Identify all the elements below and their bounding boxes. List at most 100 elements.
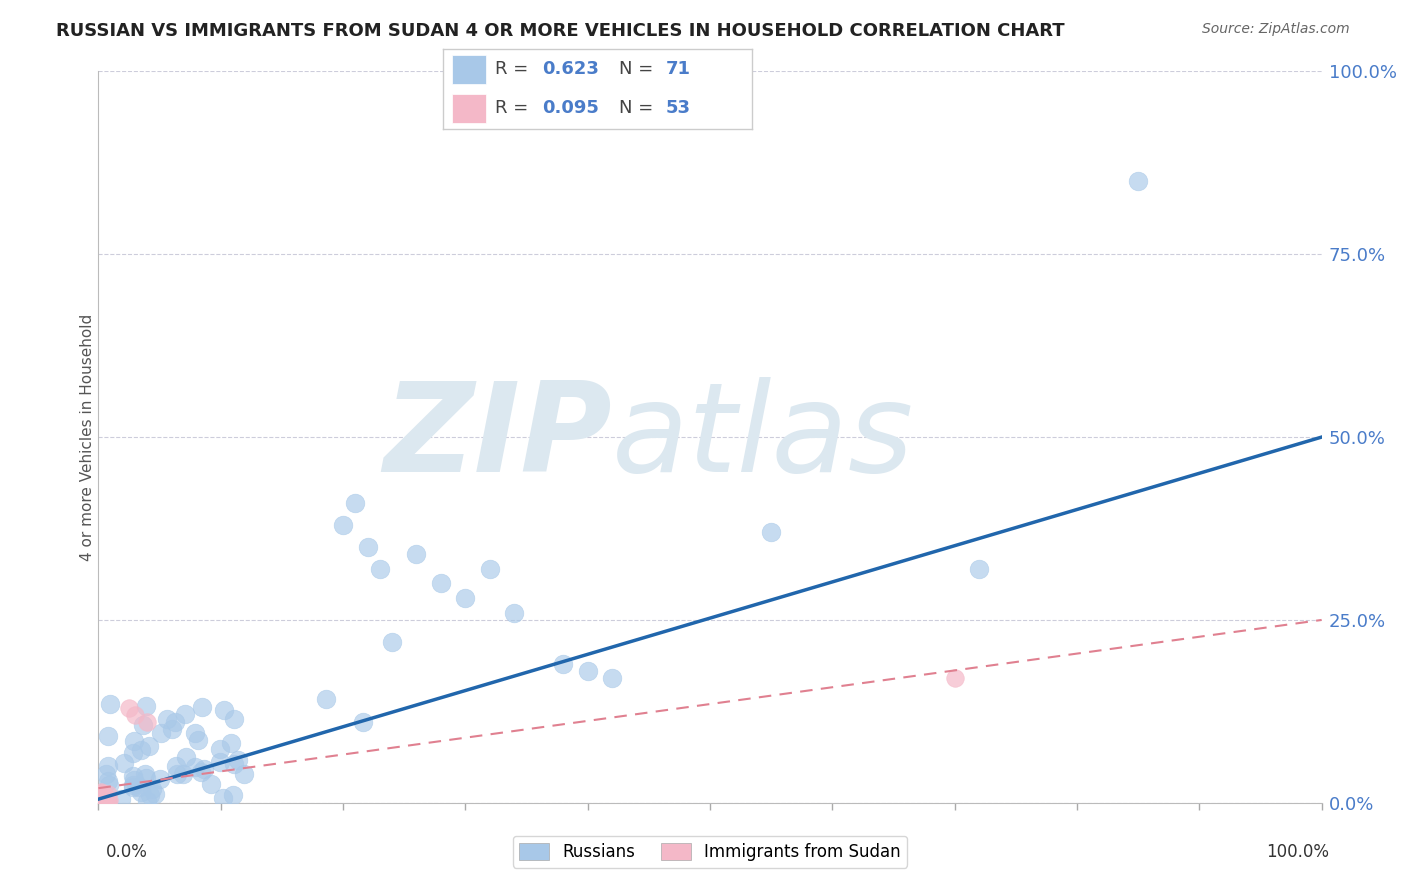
Point: [89, 795, 111, 809]
Point: [91, 795, 114, 809]
Y-axis label: 4 or more Vehicles in Household: 4 or more Vehicles in Household: [80, 313, 94, 561]
Point: [93, 795, 115, 809]
Point: [100, 697, 122, 711]
Point: [87, 792, 110, 806]
Point: [122, 773, 145, 788]
Point: [89, 792, 111, 806]
Point: [226, 753, 249, 767]
Text: 0.623: 0.623: [541, 60, 599, 78]
Point: [90, 787, 112, 801]
Point: [122, 780, 145, 795]
Point: [93, 794, 115, 808]
Point: [129, 743, 152, 757]
Point: [90, 789, 112, 804]
Text: Source: ZipAtlas.com: Source: ZipAtlas.com: [1202, 22, 1350, 37]
Point: [454, 591, 477, 605]
Point: [576, 664, 599, 678]
Point: [553, 657, 575, 671]
Point: [600, 672, 623, 686]
Point: [190, 765, 212, 780]
Point: [232, 767, 254, 781]
Point: [184, 760, 207, 774]
Point: [138, 739, 160, 753]
Point: [89, 789, 111, 804]
Point: [90, 790, 112, 805]
Point: [172, 766, 194, 780]
Point: [344, 496, 367, 510]
Point: [200, 776, 222, 790]
Point: [222, 713, 245, 727]
Text: 0.095: 0.095: [541, 100, 599, 118]
Legend: Russians, Immigrants from Sudan: Russians, Immigrants from Sudan: [513, 836, 907, 868]
Point: [221, 788, 243, 802]
Point: [136, 715, 159, 730]
Point: [89, 788, 111, 802]
Point: [156, 712, 179, 726]
Point: [118, 700, 141, 714]
Text: 0.0%: 0.0%: [105, 843, 148, 861]
Point: [124, 708, 146, 723]
Point: [356, 540, 378, 554]
Point: [90, 793, 112, 807]
Point: [90, 791, 112, 805]
Text: RUSSIAN VS IMMIGRANTS FROM SUDAN 4 OR MORE VEHICLES IN HOUSEHOLD CORRELATION CHA: RUSSIAN VS IMMIGRANTS FROM SUDAN 4 OR MO…: [56, 22, 1064, 40]
Text: N =: N =: [619, 60, 659, 78]
Text: 100.0%: 100.0%: [1265, 843, 1329, 861]
Point: [174, 707, 197, 722]
Point: [89, 789, 111, 804]
Point: [212, 703, 235, 717]
Point: [87, 792, 110, 806]
Point: [97, 793, 120, 807]
Text: ZIP: ZIP: [384, 376, 612, 498]
Point: [222, 757, 245, 772]
Bar: [453, 94, 486, 123]
Point: [134, 767, 156, 781]
Point: [89, 792, 111, 806]
Point: [89, 792, 111, 806]
Point: [91, 786, 114, 800]
Point: [89, 794, 111, 808]
Point: [136, 794, 159, 808]
Point: [93, 790, 115, 805]
Point: [219, 736, 242, 750]
Point: [478, 562, 501, 576]
Point: [89, 793, 111, 807]
Point: [90, 795, 112, 809]
Point: [97, 729, 120, 743]
Point: [208, 755, 231, 769]
Point: [122, 769, 145, 783]
Point: [89, 795, 111, 809]
Point: [208, 742, 231, 756]
Point: [212, 791, 235, 805]
Point: [89, 789, 111, 803]
Point: [943, 672, 966, 686]
Point: [761, 525, 783, 540]
Point: [190, 700, 212, 714]
Point: [405, 547, 427, 561]
Point: [124, 733, 146, 747]
Point: [165, 759, 187, 773]
Point: [90, 795, 112, 809]
Point: [110, 792, 132, 806]
Point: [97, 774, 120, 789]
Point: [160, 722, 183, 736]
Point: [90, 789, 112, 804]
Point: [122, 778, 145, 792]
Point: [89, 789, 111, 804]
Point: [90, 788, 112, 802]
Point: [138, 788, 160, 802]
Point: [184, 726, 207, 740]
Point: [89, 789, 111, 803]
Point: [143, 787, 166, 801]
Point: [132, 717, 155, 731]
Text: 71: 71: [665, 60, 690, 78]
Point: [122, 746, 145, 760]
Point: [91, 791, 114, 805]
Point: [98, 778, 121, 792]
Point: [97, 788, 120, 802]
Point: [97, 759, 120, 773]
Point: [193, 762, 215, 776]
Point: [89, 794, 111, 808]
Point: [89, 787, 111, 801]
Point: [430, 576, 453, 591]
